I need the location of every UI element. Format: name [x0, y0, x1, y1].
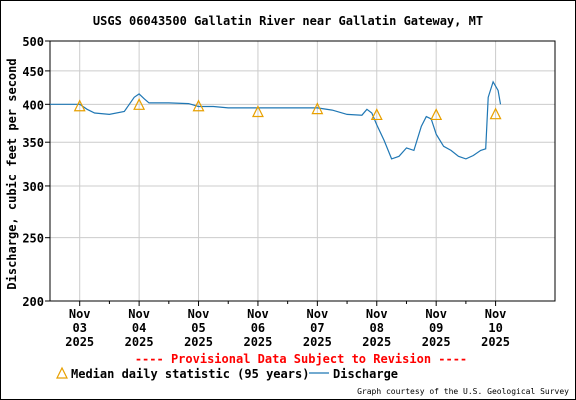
median-point	[133, 97, 146, 110]
x-tick-label: 07	[310, 321, 324, 335]
x-tick-label: 03	[72, 321, 86, 335]
gridlines	[50, 40, 555, 302]
x-tick-label: 2025	[303, 335, 332, 349]
median-point	[251, 105, 264, 118]
legend-median-label: Median daily statistic (95 years)	[71, 367, 309, 381]
x-tick-label: 2025	[65, 335, 94, 349]
median-point	[73, 99, 86, 112]
y-axis-ticks: 200 250 300 350 400 450 500	[22, 35, 50, 309]
plot-area-border	[49, 40, 556, 302]
x-tick-label: Nov	[485, 307, 507, 321]
y-tick-label: 500	[22, 35, 44, 49]
x-tick-label: Nov	[307, 307, 329, 321]
y-tick-label: 450	[22, 65, 44, 79]
x-tick-label: 2025	[362, 335, 391, 349]
x-axis-ticks: Nov032025Nov042025Nov052025Nov062025Nov0…	[65, 301, 510, 349]
x-tick-label: 09	[429, 321, 443, 335]
x-tick-label: Nov	[247, 307, 269, 321]
median-point	[370, 108, 383, 121]
x-tick-label: Nov	[69, 307, 91, 321]
median-point	[430, 108, 443, 121]
provisional-notice: ---- Provisional Data Subject to Revisio…	[135, 352, 467, 366]
x-tick-label: 04	[132, 321, 146, 335]
y-tick-label: 350	[22, 136, 44, 150]
median-point	[192, 99, 205, 112]
x-tick-label: Nov	[188, 307, 210, 321]
x-tick-label: 06	[251, 321, 265, 335]
y-tick-label: 250	[22, 232, 44, 246]
x-tick-label: 08	[370, 321, 384, 335]
y-tick-label: 300	[22, 180, 44, 194]
legend-median-marker	[56, 366, 68, 379]
chart-title: USGS 06043500 Gallatin River near Gallat…	[93, 14, 483, 28]
median-point	[311, 102, 324, 115]
y-tick-label: 400	[22, 98, 44, 112]
usgs-credit: Graph courtesy of the U.S. Geological Su…	[357, 387, 569, 396]
series-layer	[50, 80, 502, 160]
x-tick-label: 2025	[184, 335, 213, 349]
discharge-line	[50, 80, 502, 160]
x-tick-label: 2025	[125, 335, 154, 349]
x-tick-label: 2025	[243, 335, 272, 349]
x-tick-label: 05	[191, 321, 205, 335]
x-tick-label: Nov	[128, 307, 150, 321]
x-tick-label: 2025	[422, 335, 451, 349]
median-point	[489, 107, 502, 120]
x-tick-label: 2025	[481, 335, 510, 349]
y-axis-label: Discharge, cubic feet per second	[5, 58, 19, 289]
y-tick-label: 200	[22, 295, 44, 309]
x-tick-label: Nov	[366, 307, 388, 321]
legend-discharge-label: Discharge	[333, 367, 398, 381]
x-tick-label: Nov	[425, 307, 447, 321]
x-tick-label: 10	[488, 321, 502, 335]
